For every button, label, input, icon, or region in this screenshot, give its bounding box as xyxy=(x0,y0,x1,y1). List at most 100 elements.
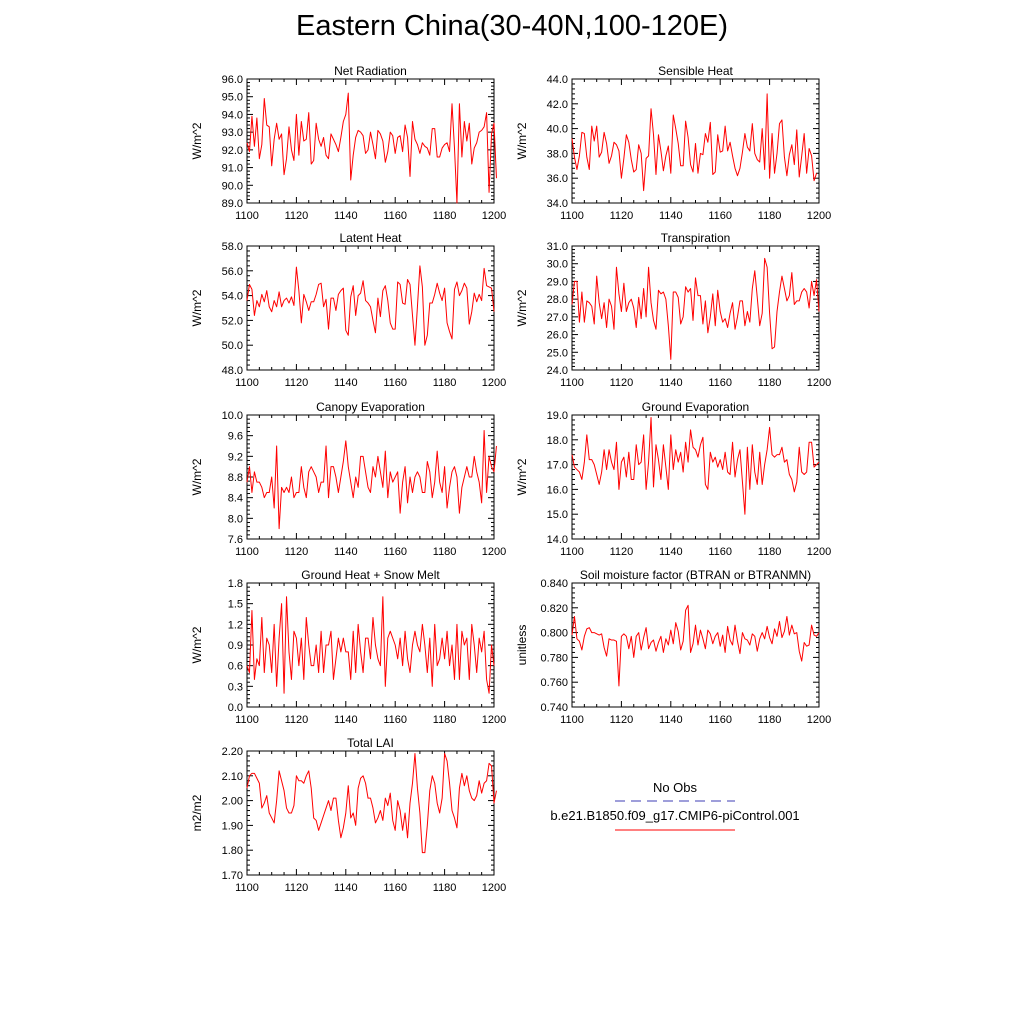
x-tick-label: 1120 xyxy=(285,210,309,222)
series-line xyxy=(246,92,497,204)
y-tick-label: 25.0 xyxy=(547,347,568,359)
x-tick-label: 1160 xyxy=(383,882,407,894)
legend: No Obs b.e21.B1850.f09_g17.CMIP6-piContr… xyxy=(550,780,800,831)
x-tick-label: 1200 xyxy=(482,377,506,389)
chart-panel-6: Ground Evaporation W/m^2 14.0 15.0 16.0 17.0 1… xyxy=(515,400,831,558)
chart-panel-7: Ground Heat + Snow Melt W/m^2 0.0 0.3 0.6 0.9… xyxy=(190,568,506,726)
y-tick-label: 1.70 xyxy=(222,870,243,882)
y-tick-label: 9.6 xyxy=(228,431,243,443)
y-tick-label: 34.0 xyxy=(547,198,568,210)
y-tick-label: 2.20 xyxy=(222,746,243,758)
x-tick-label: 1140 xyxy=(334,210,358,222)
y-tick-label: 0.9 xyxy=(228,640,243,652)
y-tick-label: 1.2 xyxy=(228,619,243,631)
plot-frame xyxy=(571,582,820,708)
x-tick-label: 1100 xyxy=(560,377,584,389)
panel-title: Soil moisture factor (BTRAN or BTRANMN) xyxy=(580,568,811,582)
x-tick-label: 1200 xyxy=(482,882,506,894)
plot-frame xyxy=(246,750,495,876)
x-tick-label: 1100 xyxy=(235,377,259,389)
y-tick-label: 10.0 xyxy=(222,410,243,422)
y-axis-label: unitless xyxy=(515,625,529,666)
y-tick-label: 31.0 xyxy=(547,241,568,253)
x-tick-label: 1200 xyxy=(482,714,506,726)
y-tick-label: 91.0 xyxy=(222,163,243,175)
y-tick-label: 27.0 xyxy=(547,312,568,324)
panel-title: Ground Evaporation xyxy=(642,400,749,414)
x-tick-label: 1120 xyxy=(610,546,634,558)
x-tick-label: 1120 xyxy=(285,377,309,389)
series-line xyxy=(571,257,820,360)
x-tick-label: 1160 xyxy=(383,377,407,389)
chart-panel-8: Soil moisture factor (BTRAN or BTRANMN) u… xyxy=(515,568,831,726)
x-tick-label: 1180 xyxy=(758,714,782,726)
y-axis-label: m2/m2 xyxy=(190,794,204,831)
y-tick-label: 0.820 xyxy=(540,603,568,615)
x-tick-label: 1140 xyxy=(334,714,358,726)
chart-panel-5: Canopy Evaporation W/m^2 7.6 8.0 8.4 8.8 9.2 9.… xyxy=(190,400,506,558)
y-axis-label: W/m^2 xyxy=(190,122,204,159)
series-line xyxy=(246,596,495,694)
series-line xyxy=(571,604,820,687)
y-tick-label: 9.2 xyxy=(228,451,243,463)
panel-title: Net Radiation xyxy=(334,64,407,78)
y-tick-label: 0.760 xyxy=(540,677,568,689)
x-tick-label: 1180 xyxy=(758,546,782,558)
y-tick-label: 0.0 xyxy=(228,702,243,714)
x-tick-label: 1120 xyxy=(610,210,634,222)
y-tick-label: 48.0 xyxy=(222,365,243,377)
chart-panel-1: Net Radiation W/m^2 89.0 90.0 91.0 92.0 93.0 94… xyxy=(190,64,506,222)
y-tick-label: 96.0 xyxy=(222,74,243,86)
y-tick-label: 15.0 xyxy=(547,509,568,521)
y-tick-label: 42.0 xyxy=(547,99,568,111)
x-tick-label: 1120 xyxy=(285,546,309,558)
y-tick-label: 0.840 xyxy=(540,578,568,590)
series-line xyxy=(246,430,497,530)
y-tick-label: 89.0 xyxy=(222,198,243,210)
y-tick-label: 54.0 xyxy=(222,291,243,303)
x-tick-label: 1140 xyxy=(659,210,683,222)
x-tick-label: 1180 xyxy=(758,210,782,222)
x-tick-label: 1120 xyxy=(610,377,634,389)
plot-frame xyxy=(571,414,820,540)
y-tick-label: 18.0 xyxy=(547,435,568,447)
x-tick-label: 1100 xyxy=(235,546,259,558)
legend-model-label: b.e21.B1850.f09_g17.CMIP6-piControl.001 xyxy=(550,808,799,823)
y-tick-label: 16.0 xyxy=(547,484,568,496)
x-tick-label: 1200 xyxy=(807,714,831,726)
x-tick-label: 1140 xyxy=(659,546,683,558)
series-line xyxy=(246,752,497,854)
plot-frame xyxy=(571,245,820,371)
y-tick-label: 8.8 xyxy=(228,472,243,484)
y-tick-label: 29.0 xyxy=(547,276,568,288)
y-tick-label: 92.0 xyxy=(222,145,243,157)
x-tick-label: 1120 xyxy=(285,714,309,726)
y-tick-label: 0.800 xyxy=(540,628,568,640)
y-tick-label: 93.0 xyxy=(222,127,243,139)
y-tick-label: 36.0 xyxy=(547,173,568,185)
y-tick-label: 44.0 xyxy=(547,74,568,86)
y-tick-label: 0.740 xyxy=(540,702,568,714)
y-axis-label: W/m^2 xyxy=(515,458,529,495)
y-tick-label: 95.0 xyxy=(222,92,243,104)
y-tick-label: 19.0 xyxy=(547,410,568,422)
x-tick-label: 1100 xyxy=(235,210,259,222)
series-line xyxy=(571,93,818,192)
x-tick-label: 1140 xyxy=(659,377,683,389)
chart-panel-2: Sensible Heat W/m^2 34.0 36.0 38.0 40.0 42.0 44… xyxy=(515,64,831,222)
x-tick-label: 1160 xyxy=(383,714,407,726)
x-tick-label: 1100 xyxy=(560,210,584,222)
x-tick-label: 1200 xyxy=(482,546,506,558)
x-tick-label: 1160 xyxy=(708,377,732,389)
y-tick-label: 0.6 xyxy=(228,661,243,673)
x-tick-label: 1180 xyxy=(433,546,457,558)
x-tick-label: 1120 xyxy=(285,882,309,894)
x-tick-label: 1160 xyxy=(708,714,732,726)
x-tick-label: 1120 xyxy=(610,714,634,726)
y-tick-label: 30.0 xyxy=(547,259,568,271)
y-tick-label: 2.00 xyxy=(222,796,243,808)
y-tick-label: 38.0 xyxy=(547,148,568,160)
x-tick-label: 1100 xyxy=(235,714,259,726)
x-tick-label: 1160 xyxy=(708,210,732,222)
y-axis-label: W/m^2 xyxy=(190,289,204,326)
